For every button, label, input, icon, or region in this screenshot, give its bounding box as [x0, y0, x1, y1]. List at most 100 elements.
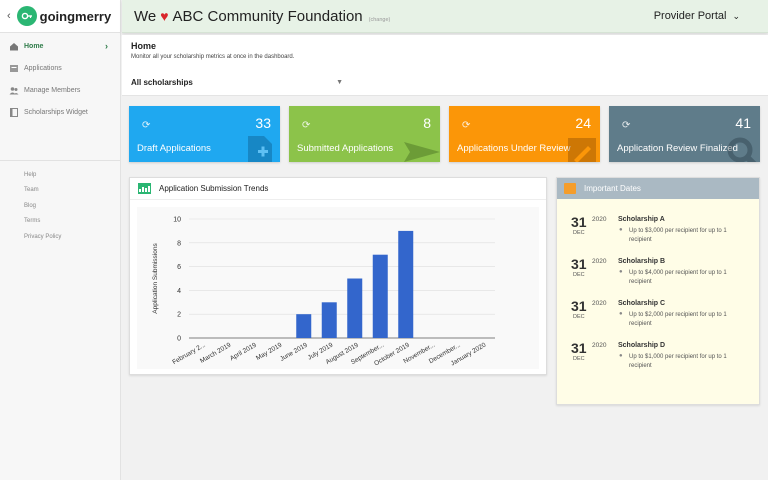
y-tick-label: 8	[177, 240, 181, 247]
scholarship-name: Scholarship A	[618, 216, 665, 223]
date-month: DEC	[573, 356, 585, 362]
x-tick-label: April 2019	[229, 341, 258, 362]
scholarship-name: Scholarship B	[618, 258, 666, 265]
sidebar-item-label: Scholarships Widget	[24, 108, 88, 116]
dates-panel-title: Important Dates	[584, 184, 641, 193]
chevron-right-icon: ›	[105, 41, 108, 51]
date-item[interactable]: 31 DEC 2020 Scholarship C ● Up to $2,000…	[571, 298, 756, 334]
scholarship-filter-select[interactable]: All scholarships ▼	[131, 75, 345, 90]
stat-label: Application Review Finalized	[617, 143, 738, 154]
sidebar: ‹ goingmerry Home › Applications Manage …	[0, 0, 121, 480]
date-day: 31	[571, 298, 587, 314]
date-year: 2020	[592, 300, 607, 307]
footer-link-terms[interactable]: Terms	[24, 218, 41, 225]
change-org-link[interactable]: (change)	[368, 16, 391, 23]
members-icon	[9, 86, 19, 95]
sidebar-divider	[0, 160, 120, 161]
page-title: Home	[131, 41, 157, 51]
sidebar-item-label: Manage Members	[24, 86, 81, 94]
page-header: Home Monitor all your scholarship metric…	[122, 35, 768, 96]
refresh-icon: ⟳	[302, 120, 311, 131]
refresh-icon: ⟳	[462, 120, 471, 131]
date-item[interactable]: 31 DEC 2020 Scholarship A ● Up to $3,000…	[571, 214, 756, 250]
date-day: 31	[571, 214, 587, 230]
date-day: 31	[571, 340, 587, 356]
scholarship-description: Up to $3,000 per recipient for up to 1 r…	[629, 228, 727, 243]
dropdown-arrow-icon: ▼	[336, 79, 343, 86]
y-tick-label: 6	[177, 264, 181, 271]
back-icon[interactable]: ‹	[7, 10, 11, 22]
scholarship-name: Scholarship D	[618, 342, 666, 349]
footer-link-help[interactable]: Help	[24, 171, 37, 178]
date-day: 31	[571, 256, 587, 272]
org-title: We ♥ ABC Community Foundation (change)	[122, 8, 390, 25]
x-tick-label: June 2019	[279, 341, 309, 362]
scholarship-description: Up to $2,000 per recipient for up to 1 r…	[629, 312, 727, 327]
date-item[interactable]: 31 DEC 2020 Scholarship B ● Up to $4,000…	[571, 256, 756, 292]
page-subtitle: Monitor all your scholarship metrics at …	[131, 54, 295, 60]
medal-icon: ●	[619, 353, 623, 359]
provider-portal-label: Provider Portal	[653, 10, 727, 22]
brand-name[interactable]: goingmerry	[39, 8, 112, 24]
footer-link-team[interactable]: Team	[24, 187, 39, 194]
scholarship-description: Up to $4,000 per recipient for up to 1 r…	[629, 270, 727, 285]
top-bar: We ♥ ABC Community Foundation (change) P…	[122, 0, 768, 33]
sidebar-nav: Home › Applications Manage Members Schol…	[0, 33, 120, 123]
org-title-prefix: We	[134, 7, 157, 25]
date-year: 2020	[592, 216, 607, 223]
date-month: DEC	[573, 272, 585, 278]
stat-card-applications-under-review[interactable]: ⟳ 24 Applications Under Review	[449, 106, 600, 162]
sidebar-footer: Help Team Blog Terms Privacy Policy	[0, 167, 120, 245]
y-tick-label: 0	[177, 336, 181, 343]
chart-panel-header: Application Submission Trends	[130, 178, 546, 200]
bar	[398, 230, 414, 338]
provider-portal-dropdown[interactable]: Provider Portal ⌄	[654, 10, 740, 22]
sidebar-item-label: Applications	[24, 64, 62, 72]
sidebar-item-home[interactable]: Home ›	[0, 35, 120, 57]
send-icon	[404, 142, 440, 162]
sidebar-item-manage-members[interactable]: Manage Members	[0, 79, 120, 101]
scholarship-description: Up to $1,000 per recipient for up to 1 r…	[629, 354, 727, 369]
date-item[interactable]: 31 DEC 2020 Scholarship D ● Up to $1,000…	[571, 340, 756, 376]
submission-trends-panel: Application Submission Trends 0 2 4 6 8 10 App…	[129, 177, 547, 375]
stat-label: Draft Applications	[137, 143, 211, 154]
bar	[347, 278, 363, 338]
refresh-icon: ⟳	[142, 120, 151, 131]
y-axis-label: Application Submissions	[152, 243, 159, 314]
stat-value: 33	[255, 115, 271, 131]
stat-card-draft-applications[interactable]: ⟳ 33 Draft Applications	[129, 106, 280, 162]
stat-card-submitted-applications[interactable]: ⟳ 8 Submitted Applications	[289, 106, 440, 162]
chart-panel-title: Application Submission Trends	[159, 184, 269, 193]
bar	[372, 254, 388, 338]
date-year: 2020	[592, 342, 607, 349]
y-tick-label: 4	[177, 288, 181, 295]
stat-card-application-review-finalized[interactable]: ⟳ 41 Application Review Finalized	[609, 106, 760, 162]
y-tick-label: 2	[177, 312, 181, 319]
stat-value: 41	[735, 115, 751, 131]
sidebar-item-scholarships-widget[interactable]: Scholarships Widget	[0, 101, 120, 123]
applications-icon	[9, 64, 19, 73]
scholarship-name: Scholarship C	[618, 300, 666, 307]
widget-icon	[9, 107, 19, 117]
home-icon	[9, 42, 19, 51]
stat-label: Submitted Applications	[297, 143, 394, 154]
scholarship-filter-value: All scholarships	[131, 78, 193, 87]
magnifier-icon	[727, 137, 757, 162]
stat-label: Applications Under Review	[457, 143, 571, 154]
footer-link-privacy-policy[interactable]: Privacy Policy	[24, 233, 62, 240]
logo-icon	[16, 6, 37, 26]
footer-link-blog[interactable]: Blog	[24, 202, 37, 209]
medal-icon: ●	[619, 227, 623, 233]
date-month: DEC	[573, 314, 585, 320]
org-name: ABC Community Foundation	[172, 7, 363, 25]
date-year: 2020	[592, 258, 607, 265]
sidebar-item-applications[interactable]: Applications	[0, 57, 120, 79]
document-plus-icon	[248, 136, 272, 162]
chevron-down-icon: ⌄	[732, 10, 740, 21]
calendar-icon	[564, 183, 576, 194]
bar-chart-icon	[138, 183, 151, 194]
dates-panel-header: Important Dates	[557, 178, 759, 199]
refresh-icon: ⟳	[622, 120, 631, 131]
stat-value: 8	[423, 115, 431, 131]
